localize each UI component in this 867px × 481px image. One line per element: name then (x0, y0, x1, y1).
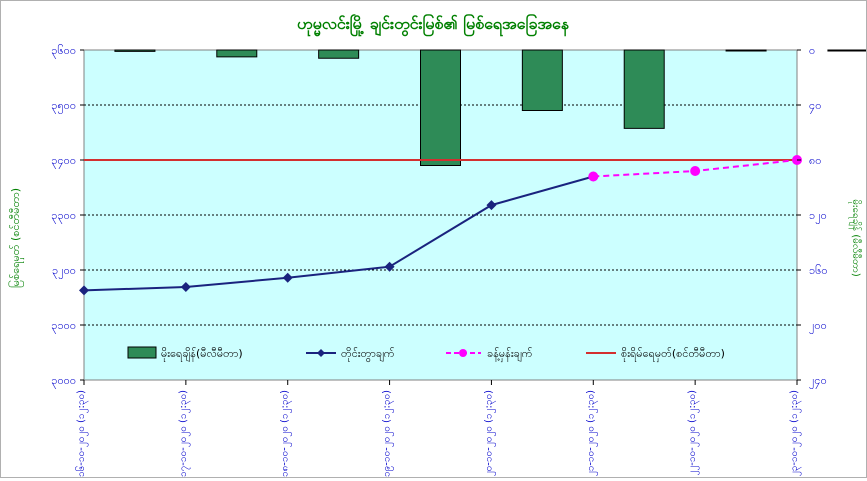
y-left-tick-label: ၃၂၀၀ (52, 264, 76, 279)
x-tick-label: ၁၇-၁၀-၂၀၂၀ (၁၂:၃၀) (178, 390, 191, 477)
legend-swatch-rainfall (127, 346, 157, 359)
x-tick-label: ၁၆-၁၀-၂၀၂၀ (၁၂:၃၀) (74, 390, 89, 477)
axis-layer: ၃၀၀၀ ၃၁၀၀ ၃၂၀၀ ၃၃၀၀ ၃၄၀၀ ၃၅၀၀ ၃၆၀၀ ၀၄၀၈၀၁၂၀၁၆၀၂… (51, 44, 827, 477)
legend-label-forecast: ခန့်မှန်းချက် (487, 347, 533, 362)
forecast-point (588, 171, 599, 182)
measured-point (486, 200, 497, 211)
legend-marker-forecast (459, 349, 467, 357)
line-layer (79, 155, 802, 296)
rainfall-bar (827, 49, 867, 52)
x-tick-label: ၂၀-၁၀-၂၀၂၀ (၁၂:၃၀) (483, 390, 496, 476)
rainfall-bar (420, 49, 461, 166)
y-left-tick-label: ၃၁၀၀ (51, 319, 76, 334)
y-right-tick-label: ၂၀၀ (809, 319, 827, 334)
measured-point (79, 285, 89, 296)
chart-title: ဟုမ္မလင်းမြို့ ချင်းတွင်းမြစ်၏ မြစ်ရေအခြ… (297, 13, 570, 37)
x-tick-label: ၂၃-၁၀-၂၀၂၀ (၁၂:၃၀) (789, 390, 802, 476)
rainfall-bar (114, 49, 156, 52)
y-left-tick-label: ၃၅၀၀ (51, 99, 76, 114)
rainfall-bar (318, 49, 360, 59)
legend-label-rainfall: မိုးရေချိန်(မီလီမီတာ) (161, 347, 243, 362)
legend: မိုးရေချိန်(မီလီမီတာ) တိုင်းတွာချက် ခန့်မှ… (127, 346, 725, 362)
bar-layer (114, 49, 867, 166)
measured-point (282, 272, 293, 283)
x-tick-label: ၂၁-၁၀-၂၀၂၀ (၁၂:၃၀) (585, 390, 598, 476)
x-tick-label: ၂၂-၁၀-၂၀၂၀ (၁၂:၃၀) (687, 390, 700, 476)
measured-line (83, 175, 594, 292)
y-right-tick-label: ၄၀ (809, 99, 821, 114)
y-left-tick-label: ၃၃၀၀ (51, 209, 76, 224)
y-left-tick-label: ၃၀၀၀ (51, 374, 76, 389)
y-left-axis-label: မြစ်ရေမှတ် (စင်တီမီတာ) (8, 188, 24, 288)
rainfall-bar (623, 49, 665, 129)
y-right-tick-label: ၁၂၀ (809, 209, 827, 224)
y-right-tick-label: ၈၀ (809, 154, 821, 167)
y-right-tick-label: ၂၄၀ (809, 374, 827, 389)
measured-point (384, 261, 395, 272)
rainfall-bar (216, 49, 258, 58)
y-right-tick-label: ၁၆၀ (809, 264, 828, 277)
y-right-tick-label: ၀ (809, 44, 815, 57)
y-right-axis-label: မိုးရေချိန် (မီလီမီတာ) (848, 199, 863, 277)
x-tick-label: ၁၈-၁၀-၂၀၂၀ (၁၂:၃၀) (280, 390, 293, 477)
x-tick-label: ၁၉-၁၀-၂၀၂၀ (၁၂:၃၀) (382, 390, 395, 477)
rainfall-bar (521, 49, 563, 111)
legend-marker-measured (317, 349, 325, 357)
y-left-tick-label: ၃၄၀၀ (51, 154, 76, 169)
rainfall-bar (725, 49, 767, 52)
legend-label-measured: တိုင်းတွာချက် (341, 347, 395, 362)
legend-label-warning: စိုးရိမ်ရေမှတ်(စင်တီမီတာ) (621, 347, 725, 362)
measured-point (180, 282, 191, 293)
forecast-point (690, 166, 701, 176)
y-left-tick-label: ၃၆၀၀ (51, 44, 76, 59)
